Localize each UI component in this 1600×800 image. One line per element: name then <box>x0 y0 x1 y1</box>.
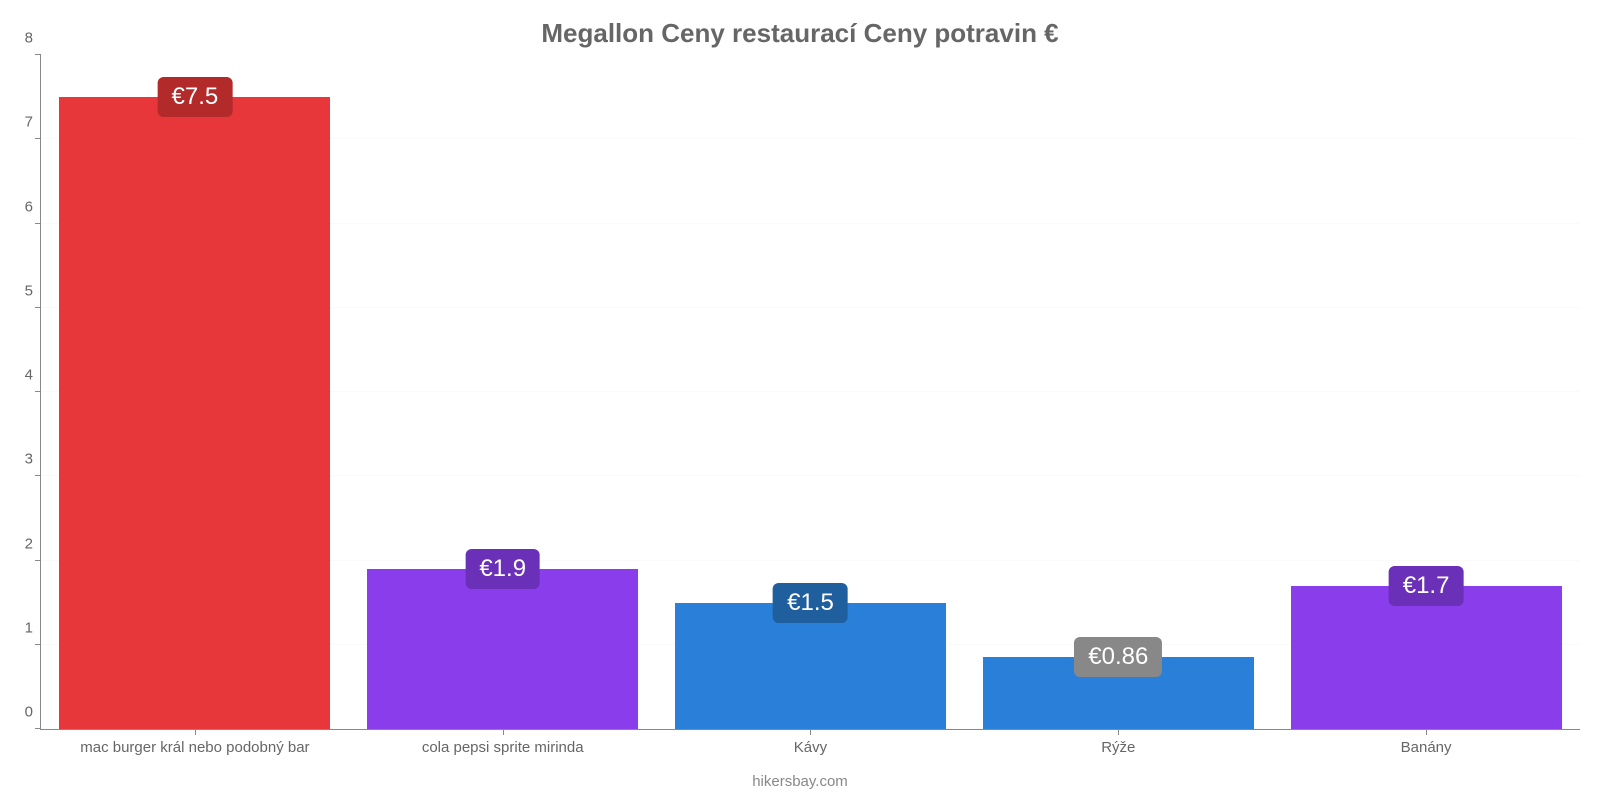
bar-chart: Megallon Ceny restaurací Ceny potravin €… <box>0 0 1600 800</box>
bar: €7.5 <box>59 97 330 729</box>
bar: €1.5 <box>675 603 946 729</box>
chart-footer: hikersbay.com <box>0 773 1600 790</box>
bar: €1.7 <box>1291 586 1562 729</box>
x-tick-mark <box>1118 729 1119 735</box>
x-tick-label: Kávy <box>794 739 827 756</box>
plot-area: €7.5mac burger král nebo podobný bar€1.9… <box>40 55 1580 730</box>
x-tick-label: Rýže <box>1101 739 1135 756</box>
x-tick-mark <box>1426 729 1427 735</box>
y-tick-label: 5 <box>25 282 41 299</box>
x-tick-mark <box>195 729 196 735</box>
bar-slot: €7.5mac burger král nebo podobný bar <box>41 55 349 729</box>
bar: €1.9 <box>367 569 638 729</box>
x-tick-mark <box>503 729 504 735</box>
y-tick-label: 8 <box>25 30 41 47</box>
y-tick-label: 4 <box>25 367 41 384</box>
bar-slot: €1.5Kávy <box>657 55 965 729</box>
y-tick-label: 7 <box>25 114 41 131</box>
bar-value-label: €0.86 <box>1074 637 1162 677</box>
bar-value-label: €1.9 <box>465 549 540 589</box>
chart-title: Megallon Ceny restaurací Ceny potravin € <box>0 18 1600 49</box>
bar: €0.86 <box>983 657 1254 729</box>
y-tick-label: 6 <box>25 198 41 215</box>
y-tick-label: 3 <box>25 451 41 468</box>
x-tick-label: Banány <box>1401 739 1452 756</box>
bar-value-label: €1.7 <box>1389 566 1464 606</box>
x-tick-label: mac burger král nebo podobný bar <box>80 739 309 756</box>
y-tick-label: 0 <box>25 704 41 721</box>
bar-slot: €0.86Rýže <box>964 55 1272 729</box>
bars-wrapper: €7.5mac burger král nebo podobný bar€1.9… <box>41 55 1580 729</box>
y-tick-label: 1 <box>25 619 41 636</box>
x-tick-mark <box>810 729 811 735</box>
bar-slot: €1.9cola pepsi sprite mirinda <box>349 55 657 729</box>
bar-slot: €1.7Banány <box>1272 55 1580 729</box>
x-tick-label: cola pepsi sprite mirinda <box>422 739 584 756</box>
bar-value-label: €1.5 <box>773 583 848 623</box>
bar-value-label: €7.5 <box>158 77 233 117</box>
y-tick-label: 2 <box>25 535 41 552</box>
